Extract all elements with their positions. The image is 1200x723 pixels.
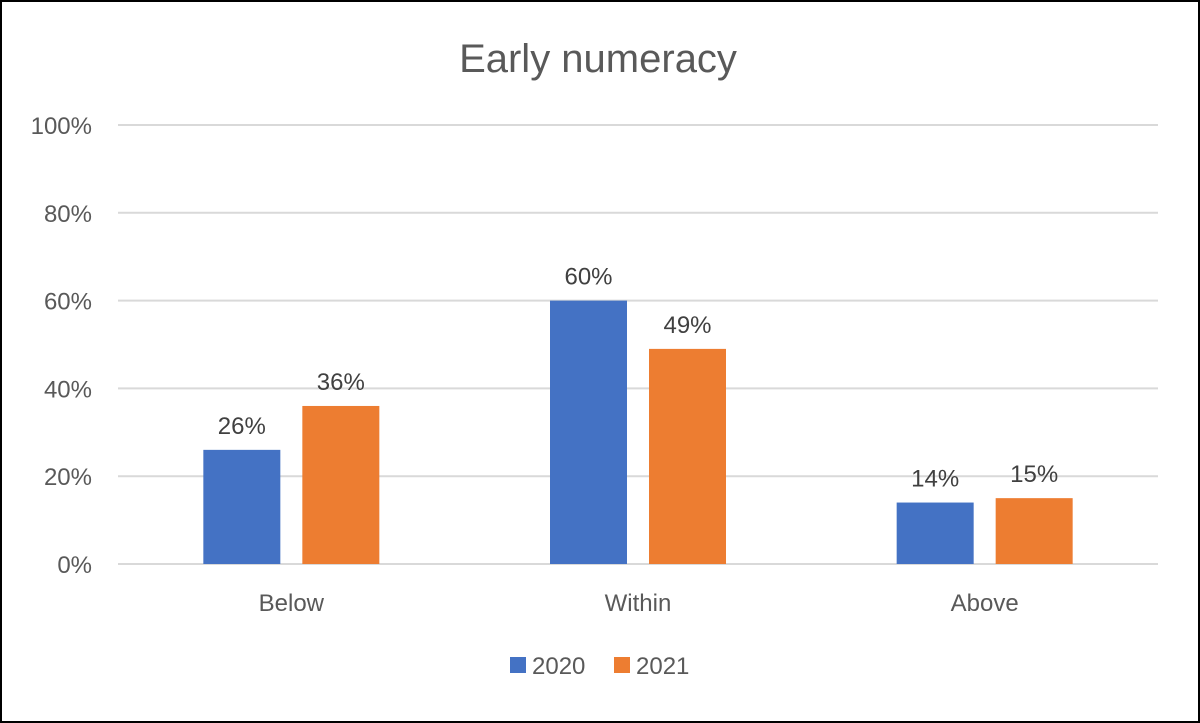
y-tick-label: 100% [31, 113, 92, 140]
category-label: Below [259, 590, 325, 617]
y-tick-label: 60% [44, 289, 92, 316]
data-label: 60% [564, 264, 612, 291]
y-tick-label: 20% [44, 464, 92, 491]
data-labels: 26% 36% 60% 49% 14% 15% [218, 264, 1058, 493]
y-tick-label: 40% [44, 376, 92, 403]
bar-2021-below [302, 405, 380, 564]
legend-swatch-2020 [510, 657, 526, 673]
gridlines [118, 124, 1158, 565]
y-tick-label: 0% [57, 552, 92, 579]
data-label: 36% [317, 369, 365, 396]
bars [203, 300, 1073, 564]
legend-label: 2021 [636, 653, 689, 680]
bar-2020-within [550, 300, 627, 564]
bar-2021-above [995, 498, 1073, 564]
bar-2021-within [649, 348, 726, 564]
bar-2020-above [896, 502, 974, 564]
category-label: Above [951, 590, 1019, 617]
y-axis-ticks: 0% 20% 40% 60% 80% 100% [31, 113, 92, 579]
data-label: 14% [911, 466, 959, 493]
legend-label: 2020 [532, 653, 585, 680]
data-label: 26% [218, 413, 266, 440]
x-axis-categories: Below Within Above [259, 590, 1019, 617]
chart-title: Early numeracy [459, 37, 737, 81]
data-label: 49% [663, 312, 711, 339]
data-label: 15% [1010, 461, 1058, 488]
y-tick-label: 80% [44, 201, 92, 228]
legend: 2020 2021 [510, 653, 689, 680]
bar-2020-below [203, 449, 281, 564]
category-label: Within [605, 590, 672, 617]
legend-swatch-2021 [614, 657, 630, 673]
